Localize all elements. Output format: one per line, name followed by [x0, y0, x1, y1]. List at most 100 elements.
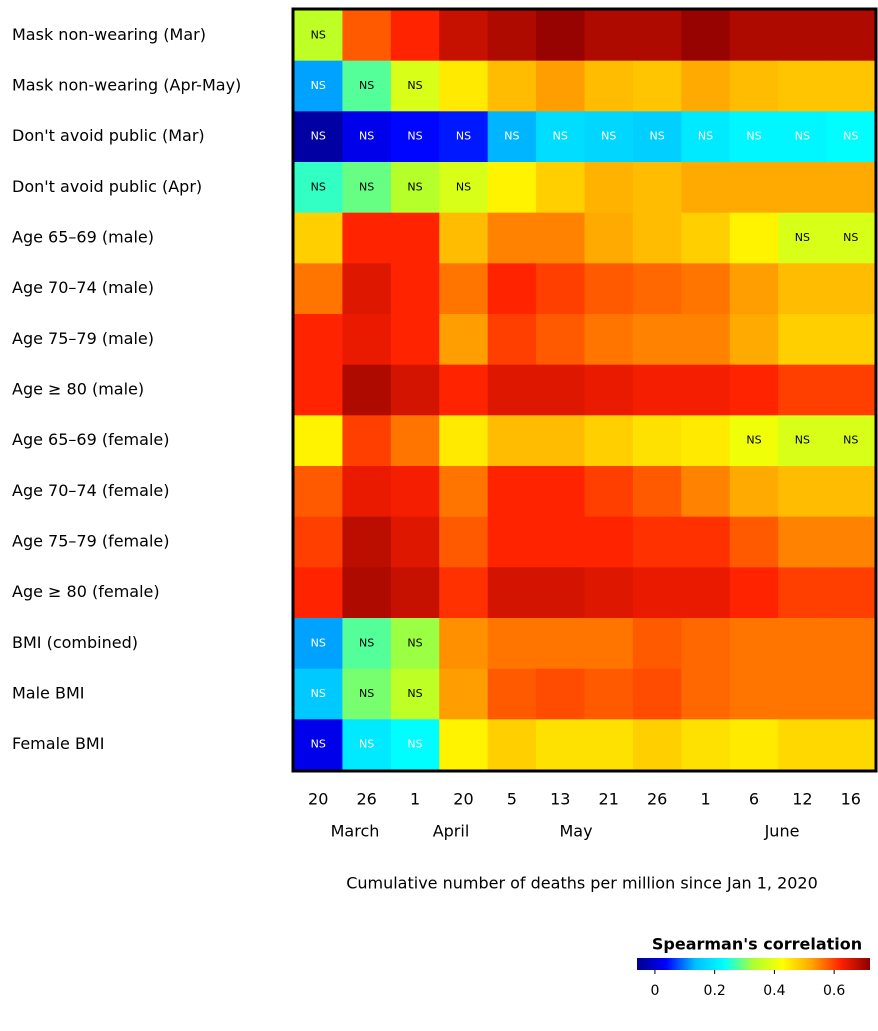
cell [342, 719, 392, 771]
cell [390, 10, 440, 62]
ns-label: NS [407, 687, 422, 700]
cell [536, 364, 585, 416]
cell [632, 466, 682, 518]
cell [536, 719, 585, 771]
cell [584, 212, 634, 264]
cell [294, 60, 343, 112]
cell [294, 415, 343, 467]
cell [632, 212, 682, 264]
x-tick-label: 16 [841, 790, 861, 809]
cell [342, 111, 392, 163]
cell [536, 212, 585, 264]
x-tick-label: 5 [507, 790, 517, 809]
cell [536, 111, 585, 163]
ns-label: NS [746, 130, 761, 143]
cell [342, 314, 392, 366]
cell [342, 263, 392, 315]
cell [584, 111, 634, 163]
cell [294, 162, 343, 214]
ns-label: NS [746, 434, 761, 447]
cell [681, 466, 731, 518]
cell [729, 212, 779, 264]
cell [584, 719, 634, 771]
cell [632, 60, 682, 112]
cell [729, 263, 779, 315]
cell [342, 567, 392, 619]
ns-label: NS [311, 636, 326, 649]
cell [439, 618, 489, 670]
cell [487, 415, 537, 467]
cell [826, 668, 876, 720]
cell [294, 567, 343, 619]
cell [778, 567, 828, 619]
cell [342, 364, 392, 416]
x-tick-label: 1 [410, 790, 420, 809]
cell [342, 466, 392, 518]
cell [390, 60, 440, 112]
cell [390, 263, 440, 315]
ns-label: NS [359, 79, 374, 92]
cell [729, 567, 779, 619]
heatmap-border [291, 7, 878, 773]
cell [778, 364, 828, 416]
month-label: April [433, 822, 470, 841]
cell [439, 60, 489, 112]
ns-label: NS [311, 28, 326, 41]
month-label: June [764, 822, 800, 841]
cell [487, 466, 537, 518]
cell [584, 314, 634, 366]
colorbar-title: Spearman's correlation [652, 935, 862, 954]
cell [632, 719, 682, 771]
cell [826, 60, 876, 112]
ns-label: NS [407, 79, 422, 92]
x-tick-label: 6 [749, 790, 759, 809]
x-tick-label: 26 [647, 790, 667, 809]
cell [390, 567, 440, 619]
cell [487, 668, 537, 720]
cell [487, 263, 537, 315]
row-label: Female BMI [12, 734, 104, 753]
colorbar-tick-label: 0 [650, 983, 659, 999]
cell [632, 314, 682, 366]
ns-label: NS [407, 180, 422, 193]
ns-label: NS [843, 434, 858, 447]
cell [632, 618, 682, 670]
cell [439, 668, 489, 720]
x-tick-label: 12 [792, 790, 812, 809]
cell [681, 10, 731, 62]
month-label: March [331, 822, 380, 841]
cell [487, 719, 537, 771]
cell [294, 111, 343, 163]
ns-label: NS [407, 636, 422, 649]
cell [826, 162, 876, 214]
cell [536, 162, 585, 214]
cell [294, 668, 343, 720]
cell [584, 10, 634, 62]
cell [826, 567, 876, 619]
cell [536, 314, 585, 366]
colorbar-tick-label: 0.4 [763, 983, 785, 999]
cell [681, 111, 731, 163]
cell [439, 263, 489, 315]
cell [778, 212, 828, 264]
cell [729, 60, 779, 112]
row-label: Male BMI [12, 684, 84, 703]
cell [778, 415, 828, 467]
cell [584, 60, 634, 112]
ns-label: NS [601, 130, 616, 143]
cell [584, 364, 634, 416]
cell [729, 719, 779, 771]
cell [342, 162, 392, 214]
cell [681, 516, 731, 568]
cell [342, 668, 392, 720]
cell [487, 364, 537, 416]
cell [390, 212, 440, 264]
ns-label: NS [359, 180, 374, 193]
cell [536, 618, 585, 670]
cell [487, 618, 537, 670]
row-label: Age 75–79 (male) [12, 329, 154, 348]
x-tick-label: 21 [599, 790, 619, 809]
cell [632, 263, 682, 315]
cell [536, 516, 585, 568]
cell [632, 10, 682, 62]
